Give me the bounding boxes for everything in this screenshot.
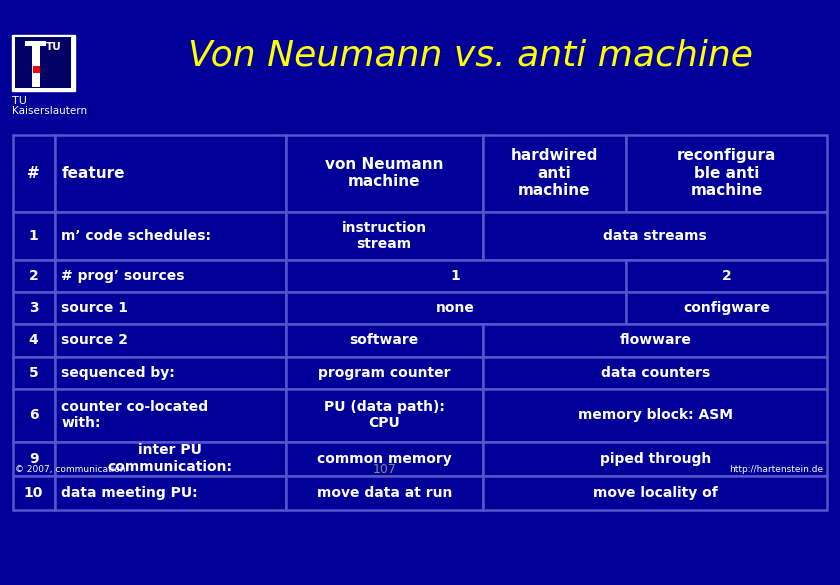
Text: 5: 5	[29, 366, 39, 380]
Text: Kaiserslautern: Kaiserslautern	[12, 106, 87, 116]
Text: inter PU
communication:: inter PU communication:	[108, 443, 233, 474]
Bar	[55, 135, 286, 212]
Text: 3: 3	[29, 301, 39, 315]
Text: program counter: program counter	[318, 366, 450, 380]
Text: feature: feature	[61, 166, 125, 181]
Text: PU (data path):
CPU: PU (data path): CPU	[324, 400, 444, 430]
Bar	[13, 260, 55, 292]
Text: 1: 1	[29, 229, 39, 243]
Bar	[626, 292, 827, 324]
Bar	[483, 324, 827, 356]
Text: von Neumann
machine: von Neumann machine	[325, 157, 444, 189]
Bar	[286, 476, 483, 510]
Bar	[483, 389, 827, 442]
Bar	[13, 356, 55, 389]
Text: sequenced by:: sequenced by:	[61, 366, 175, 380]
Bar	[32, 41, 40, 87]
Text: source 1: source 1	[61, 301, 129, 315]
Bar	[483, 476, 827, 510]
Text: # prog’ sources: # prog’ sources	[61, 269, 185, 283]
Text: move data at run: move data at run	[317, 486, 452, 500]
Bar	[286, 442, 483, 476]
Bar	[13, 135, 55, 212]
Bar	[483, 442, 827, 476]
Text: common memory: common memory	[317, 452, 452, 466]
Bar	[626, 260, 827, 292]
Bar	[55, 212, 286, 260]
Text: 9: 9	[29, 452, 39, 466]
Bar	[55, 260, 286, 292]
Text: memory block: ASM: memory block: ASM	[578, 408, 732, 422]
Text: © 2007, communication:: © 2007, communication:	[15, 465, 129, 474]
Bar	[286, 356, 483, 389]
Text: flowware: flowware	[619, 333, 691, 347]
Bar	[286, 292, 626, 324]
Text: Von Neumann vs. anti machine: Von Neumann vs. anti machine	[188, 39, 753, 73]
Bar	[483, 356, 827, 389]
Text: 1: 1	[451, 269, 460, 283]
Bar	[55, 356, 286, 389]
Text: http://hartenstein.de: http://hartenstein.de	[729, 465, 823, 474]
Text: none: none	[436, 301, 475, 315]
Bar	[13, 292, 55, 324]
Text: counter co-located
with:: counter co-located with:	[61, 400, 208, 430]
Bar	[33, 66, 40, 73]
Text: 4: 4	[29, 333, 39, 347]
Text: move locality of: move locality of	[593, 486, 717, 500]
Text: hardwired
anti
machine: hardwired anti machine	[511, 148, 598, 198]
Bar	[286, 324, 483, 356]
Text: 10: 10	[24, 486, 44, 500]
Bar	[25, 41, 46, 46]
Bar	[286, 135, 483, 212]
Text: 2: 2	[722, 269, 732, 283]
Bar	[13, 442, 55, 476]
Bar	[286, 260, 626, 292]
Text: #: #	[27, 166, 40, 181]
Text: 2: 2	[29, 269, 39, 283]
Text: instruction
stream: instruction stream	[342, 221, 427, 251]
Text: TU: TU	[45, 42, 61, 52]
Text: software: software	[349, 333, 419, 347]
Text: data meeting PU:: data meeting PU:	[61, 486, 198, 500]
Bar	[483, 212, 827, 260]
Text: reconfigura
ble anti
machine: reconfigura ble anti machine	[677, 148, 776, 198]
Text: data counters: data counters	[601, 366, 710, 380]
Bar	[286, 212, 483, 260]
Text: source 2: source 2	[61, 333, 129, 347]
Bar	[13, 389, 55, 442]
Text: data streams: data streams	[603, 229, 707, 243]
Text: 6: 6	[29, 408, 39, 422]
Text: m’ code schedules:: m’ code schedules:	[61, 229, 212, 243]
Bar	[13, 212, 55, 260]
Text: piped through: piped through	[600, 452, 711, 466]
Bar	[286, 389, 483, 442]
Bar	[483, 135, 626, 212]
Bar	[13, 324, 55, 356]
Bar	[12, 35, 75, 91]
Text: configware: configware	[683, 301, 770, 315]
Bar	[626, 135, 827, 212]
Bar	[55, 292, 286, 324]
Bar	[15, 37, 71, 88]
Bar	[55, 389, 286, 442]
Bar	[55, 324, 286, 356]
Bar	[13, 476, 55, 510]
Bar	[55, 476, 286, 510]
Text: 107: 107	[372, 463, 396, 476]
Text: TU: TU	[12, 96, 27, 106]
Bar	[55, 442, 286, 476]
